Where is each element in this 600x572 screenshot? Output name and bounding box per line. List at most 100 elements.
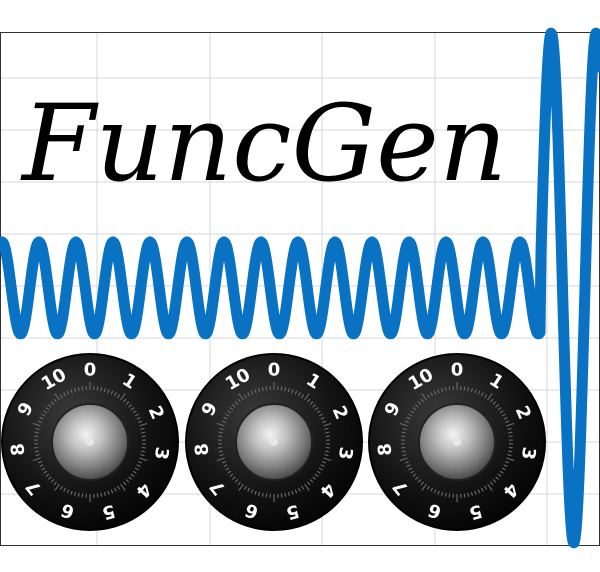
knob-tick — [474, 389, 477, 394]
knob-tick — [59, 394, 63, 399]
knob-tick — [426, 485, 430, 490]
knob-tick — [243, 485, 247, 490]
knob-tick — [231, 476, 236, 480]
knob-tick — [440, 491, 444, 496]
knob-tick — [301, 485, 305, 490]
knob-tick — [34, 450, 39, 453]
knob-tick — [508, 431, 513, 434]
knob-tick — [136, 464, 141, 468]
knob-dial-label: 0 — [268, 360, 281, 381]
knob-tick — [45, 407, 50, 411]
knob-tick — [504, 420, 510, 424]
knob-tick — [229, 473, 234, 477]
knob-tick — [504, 460, 510, 464]
knob-dial-label: 0 — [84, 360, 97, 381]
knob-tick — [250, 390, 254, 395]
knob-tick — [323, 457, 332, 462]
knob-tick — [81, 493, 84, 498]
knob-tick — [499, 410, 504, 414]
knob-dial-label: 8 — [7, 442, 29, 457]
knob-tick — [501, 467, 506, 471]
knob-tick — [243, 394, 247, 399]
knob-tick — [238, 393, 244, 401]
knob-tick — [324, 427, 329, 431]
knob-tick — [406, 464, 411, 468]
knob-tick — [113, 487, 117, 492]
knob-tick — [312, 404, 317, 408]
knob-tick — [50, 401, 55, 406]
knob-tick — [122, 481, 127, 486]
knob-tick — [132, 470, 137, 474]
knob-tick — [45, 473, 50, 477]
knob-tick — [53, 398, 58, 403]
knob-tick — [103, 491, 107, 496]
knob-tick — [37, 460, 43, 464]
knob-tick — [77, 492, 80, 497]
knob-tick — [257, 388, 261, 393]
knob-tick — [250, 489, 254, 494]
knob-tick — [410, 470, 415, 474]
knob-tick — [324, 453, 329, 457]
knob-tick — [140, 453, 145, 457]
knob-tick — [237, 398, 242, 403]
knob-tick — [70, 389, 73, 394]
knob-tick — [221, 420, 227, 424]
knob-tick — [426, 394, 430, 399]
knob-dial-label: 5 — [467, 500, 485, 524]
knob-tick — [487, 393, 493, 401]
knob-tick — [501, 413, 506, 417]
knob-tick — [32, 457, 41, 462]
knob-tick — [399, 422, 408, 427]
knob-tick — [120, 393, 126, 401]
knob-tick — [492, 401, 497, 406]
knob-dial-label: 3 — [517, 445, 540, 461]
knob-tick — [484, 394, 488, 399]
knob-tick — [402, 427, 407, 431]
knob-tick — [463, 493, 466, 498]
knob-tick — [495, 476, 500, 480]
knob-tick — [280, 386, 283, 391]
knob-dial-label: 0 — [451, 360, 464, 381]
knob-tick — [225, 413, 230, 417]
knob-tick — [430, 392, 434, 397]
knob-tick — [417, 401, 422, 406]
knob-tick — [54, 393, 60, 401]
knob-tick — [433, 489, 437, 494]
knob-tick — [294, 489, 298, 494]
knob-tick — [134, 413, 139, 417]
knob-tick — [318, 413, 323, 417]
knob-tick — [107, 389, 110, 394]
logo-title: FuncGen — [20, 82, 507, 205]
knob-tick — [408, 467, 413, 471]
knob-tick — [261, 492, 264, 497]
knob-tick — [402, 453, 407, 457]
knob-tick — [219, 453, 224, 457]
knob-tick — [503, 464, 508, 468]
knob-tick — [499, 470, 504, 474]
knob-tick — [507, 427, 512, 431]
knob-tick — [77, 387, 80, 392]
knob-tick — [294, 390, 298, 395]
sine-waveform — [0, 27, 600, 549]
knob-dial-label: 8 — [374, 442, 396, 457]
knob-tick — [134, 467, 139, 471]
knob-tick — [414, 404, 419, 408]
knob-tick — [470, 491, 474, 496]
knob-tick — [284, 492, 287, 497]
knob-tick — [421, 393, 427, 401]
knob-tick — [314, 407, 319, 411]
knob-tick — [141, 431, 146, 434]
knob-tick — [107, 490, 110, 495]
knob-tick — [323, 422, 332, 427]
knob-tick — [237, 481, 242, 486]
knob-center-dot — [86, 438, 94, 446]
knob-tick — [113, 392, 117, 397]
knob-tick — [132, 410, 137, 414]
knob-tick — [503, 416, 508, 420]
knob-tick — [287, 491, 291, 496]
